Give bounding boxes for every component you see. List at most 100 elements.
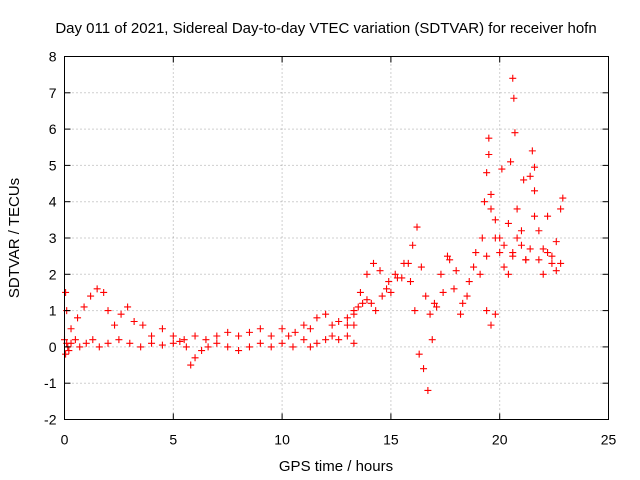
data-point bbox=[169, 339, 177, 347]
data-point bbox=[535, 256, 543, 264]
data-point bbox=[291, 328, 299, 336]
y-tick-label: 6 bbox=[49, 121, 57, 137]
y-axis-label: SDTVAR / TECUs bbox=[6, 178, 23, 298]
data-point bbox=[406, 278, 414, 286]
data-point bbox=[148, 332, 156, 340]
data-point bbox=[509, 249, 517, 257]
data-point bbox=[126, 339, 134, 347]
data-point bbox=[363, 296, 371, 304]
data-point bbox=[367, 299, 375, 307]
data-point bbox=[363, 270, 371, 278]
data-point bbox=[544, 249, 552, 257]
data-point bbox=[267, 343, 275, 351]
data-point bbox=[487, 190, 495, 198]
data-point bbox=[356, 288, 364, 296]
data-point bbox=[328, 321, 336, 329]
data-point bbox=[100, 288, 108, 296]
y-tick-label: 1 bbox=[49, 303, 57, 319]
data-point bbox=[446, 256, 454, 264]
data-point bbox=[289, 343, 297, 351]
data-point bbox=[531, 212, 539, 220]
data-point bbox=[409, 241, 417, 249]
data-point bbox=[513, 234, 521, 242]
y-tick-label: 7 bbox=[49, 85, 57, 101]
data-point bbox=[369, 259, 377, 267]
y-tick-labels: -2 -1 0 1 2 3 4 5 6 7 8 bbox=[44, 49, 57, 428]
data-point bbox=[104, 307, 112, 315]
x-tick-label: 0 bbox=[61, 432, 69, 448]
data-point bbox=[182, 343, 190, 351]
data-point bbox=[350, 321, 358, 329]
data-point bbox=[411, 307, 419, 315]
data-point bbox=[267, 332, 275, 340]
data-point bbox=[472, 249, 480, 257]
y-tick-label: 3 bbox=[49, 230, 57, 246]
data-point bbox=[124, 303, 132, 311]
data-point bbox=[322, 336, 330, 344]
data-point bbox=[300, 321, 308, 329]
data-point bbox=[552, 267, 560, 275]
data-point bbox=[457, 310, 465, 318]
data-point bbox=[498, 165, 506, 173]
grid-lines bbox=[64, 56, 609, 420]
x-tick-label: 10 bbox=[274, 432, 290, 448]
data-point bbox=[376, 267, 384, 275]
y-tick-label: 2 bbox=[49, 266, 57, 282]
data-point bbox=[491, 234, 499, 242]
data-point bbox=[245, 343, 253, 351]
data-point bbox=[328, 332, 336, 340]
data-point bbox=[387, 288, 395, 296]
data-point bbox=[517, 227, 525, 235]
data-point bbox=[426, 310, 434, 318]
data-point bbox=[507, 158, 515, 166]
data-point bbox=[359, 299, 367, 307]
y-tick-label: -2 bbox=[44, 412, 57, 428]
data-point bbox=[420, 365, 428, 373]
data-point bbox=[517, 241, 525, 249]
data-point bbox=[67, 325, 75, 333]
x-tick-labels: 0 5 10 15 20 25 bbox=[61, 432, 617, 448]
axis-ticks bbox=[64, 56, 609, 420]
data-point bbox=[509, 74, 517, 82]
data-point bbox=[417, 263, 425, 271]
data-point bbox=[510, 94, 518, 102]
chart-title: Day 011 of 2021, Sidereal Day-to-day VTE… bbox=[55, 20, 596, 37]
y-tick-label: 5 bbox=[49, 157, 57, 173]
data-point bbox=[191, 354, 199, 362]
data-point bbox=[400, 259, 408, 267]
data-point bbox=[443, 252, 451, 260]
data-point bbox=[285, 332, 293, 340]
data-point bbox=[439, 288, 447, 296]
data-point bbox=[278, 325, 286, 333]
data-point bbox=[465, 278, 473, 286]
data-point bbox=[415, 350, 423, 358]
data-point bbox=[180, 336, 188, 344]
data-point bbox=[378, 292, 386, 300]
data-point bbox=[278, 339, 286, 347]
data-point bbox=[383, 285, 391, 293]
data-point bbox=[544, 212, 552, 220]
data-point bbox=[213, 332, 221, 340]
data-point bbox=[74, 314, 82, 322]
data-point bbox=[385, 278, 393, 286]
data-point bbox=[552, 238, 560, 246]
data-point bbox=[256, 339, 264, 347]
data-point bbox=[459, 299, 467, 307]
data-point bbox=[213, 339, 221, 347]
data-point bbox=[313, 339, 321, 347]
data-point bbox=[71, 336, 79, 344]
y-tick-label: 4 bbox=[49, 194, 57, 210]
data-point bbox=[62, 350, 70, 358]
data-point bbox=[335, 317, 343, 325]
data-point bbox=[422, 292, 430, 300]
x-tick-label: 25 bbox=[601, 432, 617, 448]
x-tick-label: 15 bbox=[383, 432, 399, 448]
data-point bbox=[93, 285, 101, 293]
y-tick-label: 8 bbox=[49, 49, 57, 65]
y-tick-label: 0 bbox=[49, 339, 57, 355]
x-tick-label: 5 bbox=[169, 432, 177, 448]
data-points bbox=[61, 74, 567, 394]
data-point bbox=[76, 343, 84, 351]
data-point bbox=[476, 270, 484, 278]
data-point bbox=[513, 205, 521, 213]
